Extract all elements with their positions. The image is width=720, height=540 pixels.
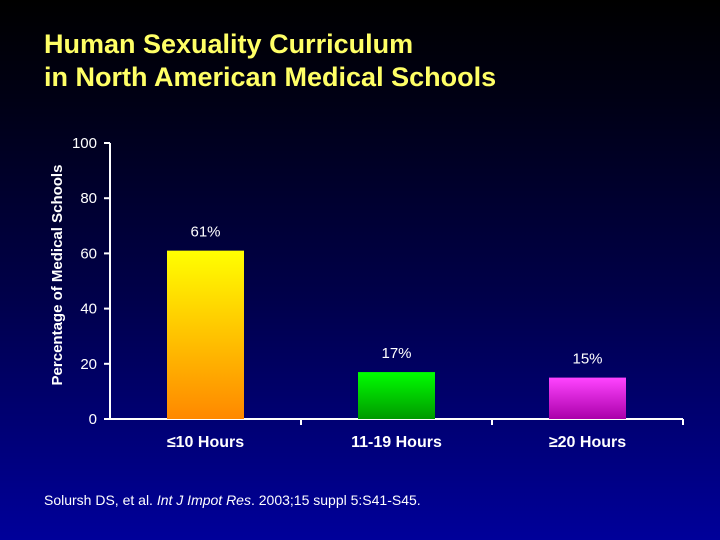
- bar-3: [549, 377, 626, 419]
- title-line-2: in North American Medical Schools: [44, 62, 497, 92]
- category-label-1: ≤10 Hours: [167, 434, 244, 451]
- category-label-3: ≥20 Hours: [549, 434, 626, 451]
- chart-axes: 0 20 40 60 80 100: [72, 135, 684, 428]
- title-line-1: Human Sexuality Curriculum: [44, 29, 414, 59]
- data-label-2: 17%: [381, 345, 411, 362]
- bar-2: [358, 372, 435, 419]
- y-tick-label: 40: [80, 301, 97, 318]
- y-axis-title: Percentage of Medical Schools: [49, 165, 66, 386]
- citation-journal: Int J Impot Res: [156, 492, 251, 508]
- y-tick-label: 80: [80, 190, 97, 207]
- y-tick-label: 20: [80, 356, 97, 373]
- y-tick-label: 0: [89, 411, 97, 428]
- category-label-2: 11-19 Hours: [351, 434, 442, 451]
- y-tick-label: 100: [72, 135, 97, 152]
- chart-labels: Percentage of Medical Schools 61% ≤10 Hour…: [49, 165, 626, 451]
- chart-bars: [167, 250, 626, 419]
- citation-rest: . 2003;15 suppl 5:S41-S45.: [250, 492, 421, 508]
- citation: Solursh DS, et al. Int J Impot Res. 2003…: [44, 492, 421, 508]
- data-label-1: 61%: [190, 224, 220, 241]
- citation-authors: Solursh DS, et al.: [44, 492, 157, 508]
- bar-1: [167, 250, 244, 419]
- data-label-3: 15%: [572, 351, 602, 368]
- y-tick-label: 60: [80, 245, 97, 262]
- slide-title: Human Sexuality Curriculum in North Amer…: [44, 28, 496, 94]
